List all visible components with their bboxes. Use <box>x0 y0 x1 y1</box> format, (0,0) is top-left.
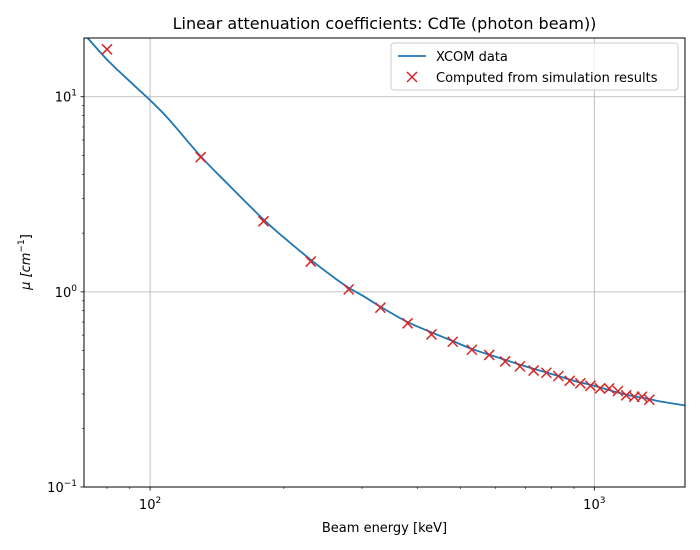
marker-stroke <box>343 283 355 295</box>
x-axis-label: Beam energy [keV] <box>322 521 447 536</box>
x-tick-label-base: 10 <box>139 498 156 513</box>
simulation-point <box>499 355 511 367</box>
x-ticks: 102 103 <box>139 487 605 513</box>
marker-stroke <box>636 391 648 403</box>
marker-stroke <box>540 367 552 379</box>
marker-stroke <box>528 365 540 377</box>
marker-stroke <box>643 394 655 406</box>
marker-stroke <box>305 256 317 268</box>
marker-stroke <box>514 360 526 372</box>
simulation-point <box>584 380 596 392</box>
marker-stroke <box>499 355 511 367</box>
y-tick-label: 10−1 <box>47 479 77 496</box>
chart-title: Linear attenuation coefficients: CdTe (p… <box>173 14 597 33</box>
y-tick-label-base: 10 <box>55 91 72 106</box>
y-axis-label-base: μ [cm <box>19 253 34 291</box>
simulation-point <box>402 317 414 329</box>
plot-frame <box>83 37 686 488</box>
simulation-point <box>483 349 495 361</box>
simulation-point <box>101 43 113 55</box>
x-tick-label-exponent: 2 <box>155 496 161 506</box>
y-tick-label-exponent: −1 <box>64 479 77 489</box>
marker-stroke <box>584 380 596 392</box>
simulation-point <box>552 370 564 382</box>
simulation-point <box>257 215 270 227</box>
x-tick-label-base: 10 <box>583 498 600 513</box>
simulation-point <box>514 360 526 372</box>
series-layer <box>86 38 685 407</box>
y-tick-label-exponent: 1 <box>71 89 77 99</box>
legend-marker <box>406 71 418 83</box>
simulation-point <box>594 382 606 394</box>
marker-stroke <box>564 375 576 387</box>
xcom-data-line <box>86 38 685 407</box>
simulation-point <box>447 336 459 348</box>
legend-label-xcom: XCOM data <box>436 50 508 65</box>
legend-label-simulation: Computed from simulation results <box>436 71 658 86</box>
legend-box <box>390 42 679 91</box>
simulation-point <box>343 283 355 295</box>
y-tick-label: 100 <box>55 284 78 301</box>
simulation-point <box>643 394 655 406</box>
marker-stroke <box>195 151 207 163</box>
marker-stroke <box>447 336 459 348</box>
plot-series-group <box>86 38 685 407</box>
simulation-point <box>574 377 586 389</box>
legend-marker-swatch <box>406 71 418 83</box>
simulation-point <box>603 382 615 394</box>
simulation-point <box>374 302 386 314</box>
simulation-point <box>195 151 207 163</box>
y-tick-label: 101 <box>55 89 77 106</box>
plot-area <box>84 38 685 487</box>
simulation-point <box>636 391 648 403</box>
simulation-point <box>305 256 317 268</box>
y-axis-label-close: ] <box>19 234 34 239</box>
marker-stroke <box>603 382 615 394</box>
marker-stroke <box>425 328 438 340</box>
marker-stroke <box>612 385 624 397</box>
y-axis-label: μ [cm−1] <box>17 234 34 291</box>
simulation-point <box>528 365 540 377</box>
marker-stroke <box>101 43 113 55</box>
y-axis-label-exponent: −1 <box>17 239 27 252</box>
legend: XCOM data Computed from simulation resul… <box>390 42 679 91</box>
marker-stroke <box>374 302 386 314</box>
marker-stroke <box>574 377 586 389</box>
marker-stroke <box>406 71 418 83</box>
y-tick-label-base: 10 <box>55 286 72 301</box>
marker-stroke <box>594 382 606 394</box>
y-tick-label-exponent: 0 <box>71 284 77 294</box>
x-tick-label-exponent: 3 <box>600 496 606 506</box>
marker-stroke <box>402 317 414 329</box>
marker-stroke <box>257 215 270 227</box>
simulation-point <box>564 375 576 387</box>
y-tick-label-base: 10 <box>47 481 64 496</box>
simulation-point <box>540 367 552 379</box>
simulation-point <box>612 385 624 397</box>
simulation-point <box>425 328 438 340</box>
marker-stroke <box>552 370 564 382</box>
x-tick-label: 102 <box>139 496 161 513</box>
marker-stroke <box>466 344 478 356</box>
x-tick-label: 103 <box>583 496 605 513</box>
simulation-point <box>466 344 478 356</box>
marker-stroke <box>483 349 495 361</box>
